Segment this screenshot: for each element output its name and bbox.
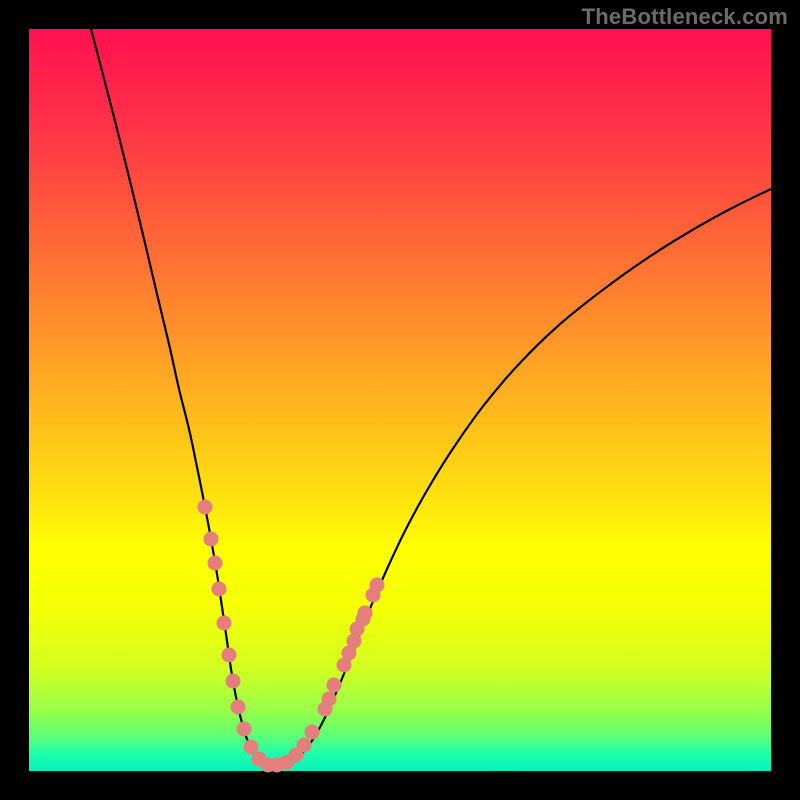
data-marker — [370, 578, 385, 593]
data-marker — [297, 738, 312, 753]
data-marker — [217, 616, 232, 631]
data-marker — [204, 532, 219, 547]
data-marker — [198, 500, 213, 515]
data-marker — [322, 692, 337, 707]
bottleneck-curve-chart — [29, 29, 771, 771]
data-marker — [305, 725, 320, 740]
data-marker — [222, 648, 237, 663]
data-marker — [231, 700, 246, 715]
data-marker — [358, 606, 373, 621]
bottleneck-curve — [91, 29, 771, 767]
data-marker — [327, 678, 342, 693]
chart-frame: TheBottleneck.com — [0, 0, 800, 800]
watermark-text: TheBottleneck.com — [582, 4, 788, 30]
data-marker — [237, 722, 252, 737]
data-marker — [212, 582, 227, 597]
data-marker — [226, 674, 241, 689]
data-marker — [350, 622, 365, 637]
data-marker — [208, 556, 223, 571]
